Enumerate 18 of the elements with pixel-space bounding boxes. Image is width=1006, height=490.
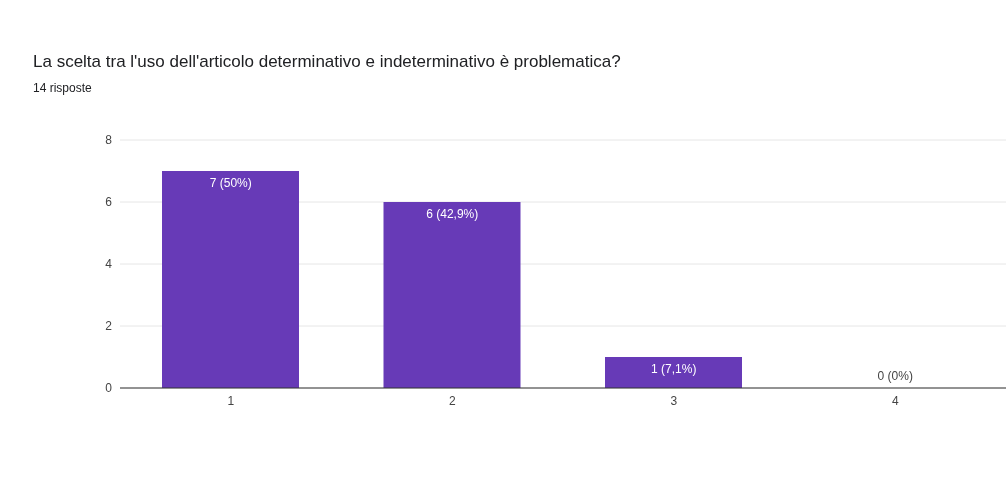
bar <box>605 357 742 388</box>
x-tick-label: 3 <box>670 393 678 408</box>
y-tick-label: 6 <box>105 195 113 210</box>
data-label: 1 (7,1%) <box>651 362 697 376</box>
x-tick-label: 1 <box>227 393 235 408</box>
chart-title: La scelta tra l'uso dell'articolo determinativo e indeterminativo è problematica? <box>33 52 621 72</box>
chart-subtitle: 14 risposte <box>33 81 92 95</box>
data-label: 7 (50%) <box>209 176 252 190</box>
data-label: 0 (0%) <box>877 369 913 383</box>
x-tick-label: 4 <box>891 393 899 408</box>
data-label: 6 (42,9%) <box>426 207 479 221</box>
y-tick-label: 2 <box>105 319 113 334</box>
y-tick-label: 8 <box>105 133 113 148</box>
x-tick-label: 2 <box>448 393 456 408</box>
bar <box>383 202 521 388</box>
y-tick-label: 4 <box>105 257 113 272</box>
bar <box>162 171 299 388</box>
y-tick-label: 0 <box>105 381 113 396</box>
